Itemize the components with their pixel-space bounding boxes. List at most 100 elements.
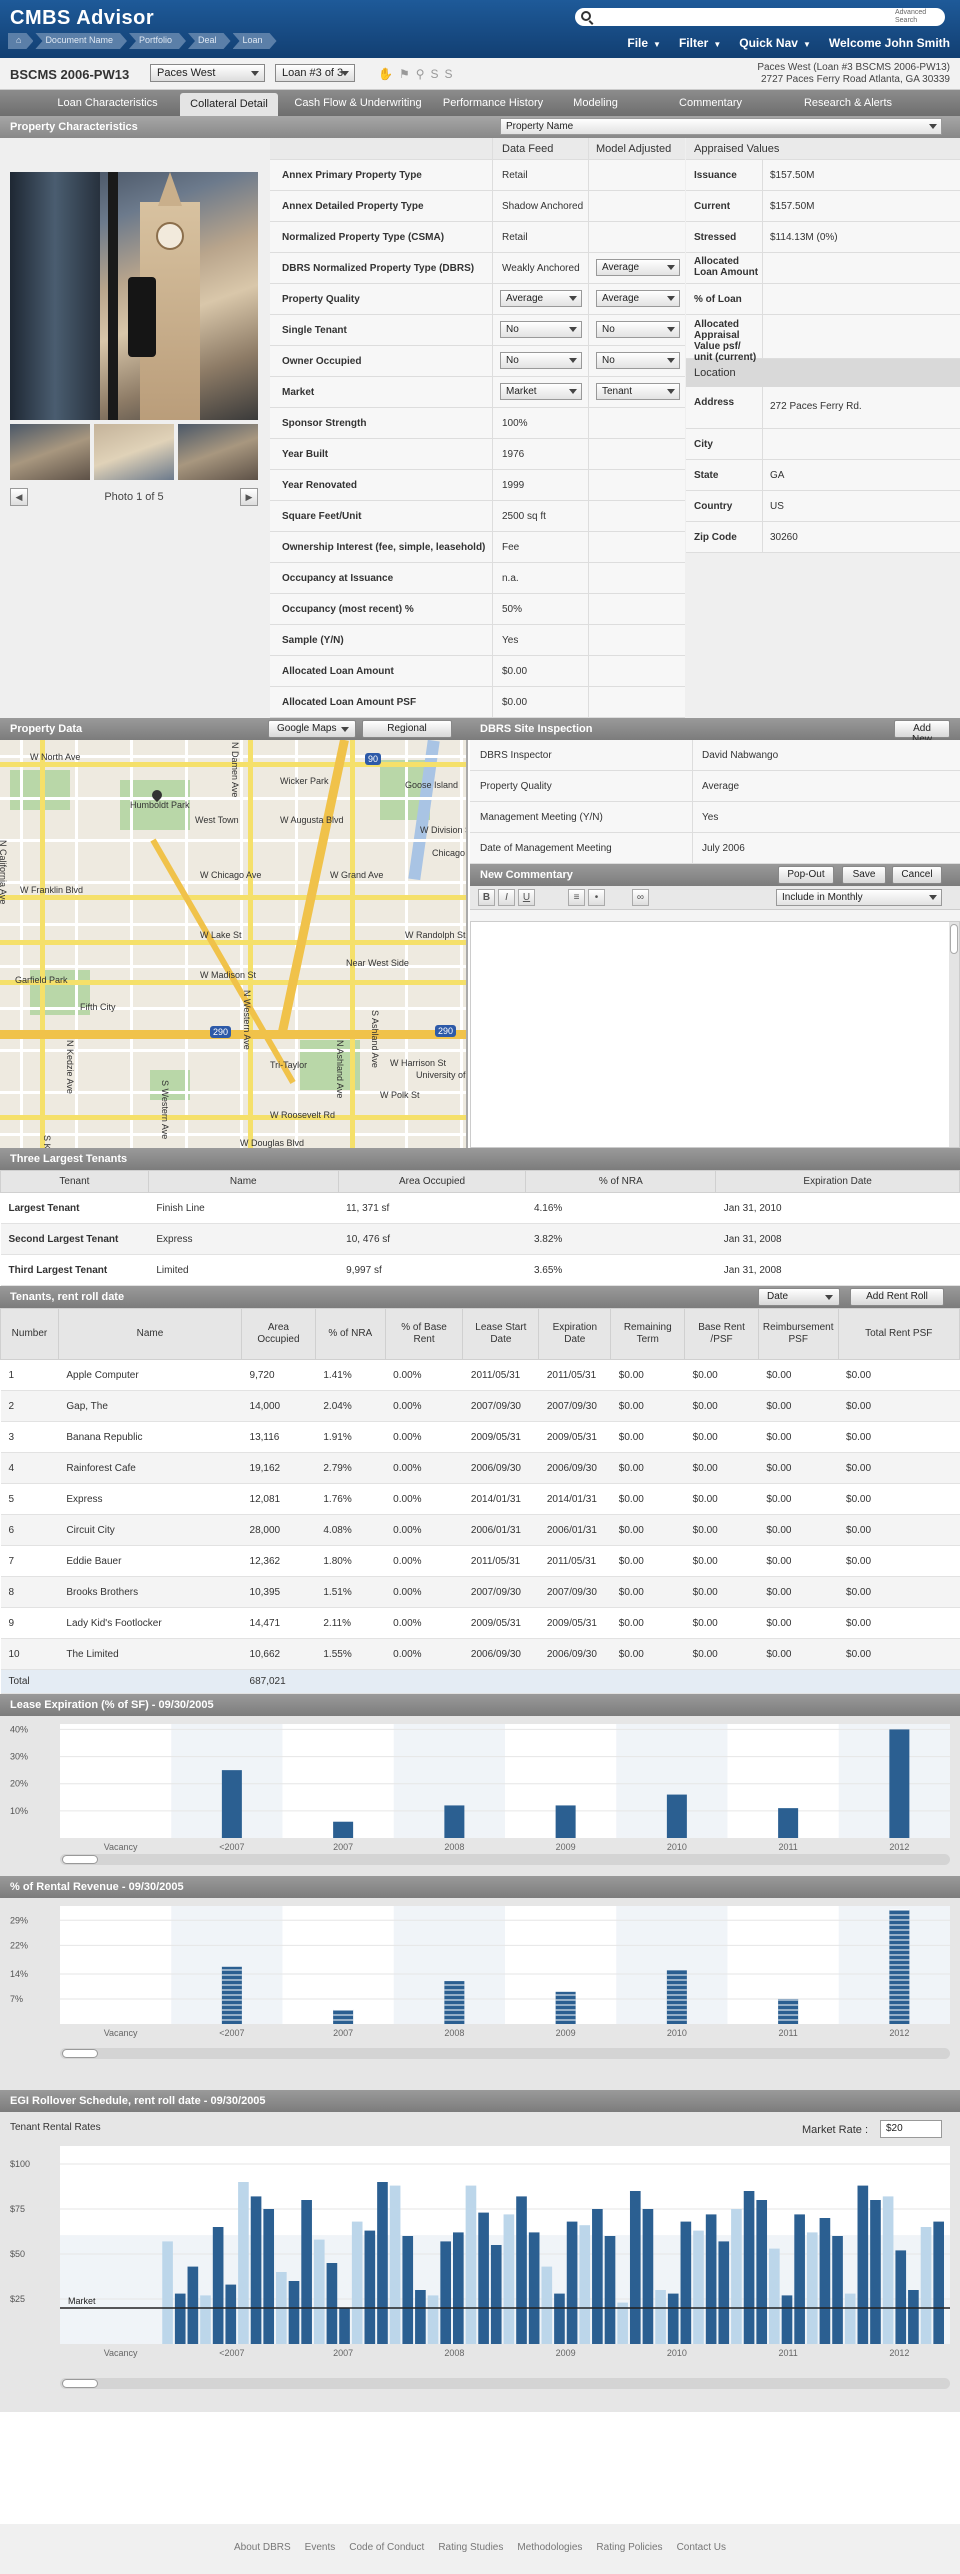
table-cell: 0.00% xyxy=(385,1545,463,1577)
include-monthly-select[interactable]: Include in Monthly xyxy=(776,889,942,906)
table-cell: 2006/01/31 xyxy=(462,1514,539,1546)
underline-icon[interactable]: U xyxy=(518,889,535,906)
file-menu[interactable]: File ▼ xyxy=(627,36,661,50)
map-label: N Western Ave xyxy=(242,990,252,1050)
property-attribute-row: Allocated Loan Amount PSF $0.00 xyxy=(270,687,685,718)
flag-icon[interactable]: ⚑ xyxy=(398,67,416,81)
property-attribute-row: Market Market Tenant xyxy=(270,377,685,408)
popout-button[interactable]: Pop-Out xyxy=(778,866,834,884)
chart-scrollbar[interactable] xyxy=(60,2378,950,2389)
table-row[interactable]: 7 Eddie Bauer 12,362 1.80% 0.00% 2011/05/31 20… xyxy=(0,1545,960,1577)
search-input[interactable] xyxy=(597,10,897,24)
model-adjusted-select[interactable]: Average xyxy=(596,290,680,307)
chart-bar xyxy=(806,2232,818,2344)
property-photo[interactable] xyxy=(10,172,258,420)
table-row[interactable]: 3 Banana Republic 13,116 1.91% 0.00% 2009/05/… xyxy=(0,1421,960,1453)
column-header: Expiration Date xyxy=(715,1170,960,1193)
chevron-down-icon xyxy=(929,895,937,900)
table-row[interactable]: 5 Express 12,081 1.76% 0.00% 2014/01/31 2014/0… xyxy=(0,1483,960,1515)
footer-link[interactable]: Events xyxy=(304,2542,336,2553)
breadcrumb-document[interactable]: Document Name xyxy=(35,33,127,49)
table-row[interactable]: 9 Lady Kid's Footlocker 14,471 2.11% 0.00% 20… xyxy=(0,1607,960,1639)
photo-thumbnail[interactable] xyxy=(178,424,258,480)
tab-collateral-detail[interactable]: Collateral Detail xyxy=(180,93,278,116)
prev-photo-button[interactable]: ◀ xyxy=(10,488,28,506)
link-icon[interactable]: ∞ xyxy=(632,889,649,906)
quick-nav-menu[interactable]: Quick Nav ▼ xyxy=(739,36,811,50)
tab-research-alerts[interactable]: Research & Alerts xyxy=(803,97,893,109)
italic-icon[interactable]: I xyxy=(498,889,515,906)
data-feed-select[interactable]: No xyxy=(500,321,582,338)
chevron-down-icon xyxy=(667,296,675,301)
tab-commentary[interactable]: Commentary xyxy=(679,97,742,109)
table-row[interactable]: 1 Apple Computer 9,720 1.41% 0.00% 2011/05/31… xyxy=(0,1359,960,1391)
chart-scrollbar[interactable] xyxy=(60,1854,950,1865)
save-button[interactable]: Save xyxy=(842,866,886,884)
search-icon[interactable] xyxy=(581,11,591,21)
table-cell: $0.00 xyxy=(838,1421,960,1453)
table-row[interactable]: 8 Brooks Brothers 10,395 1.51% 0.00% 2007/09/… xyxy=(0,1576,960,1608)
model-adjusted-select[interactable]: No xyxy=(596,352,680,369)
map-label: S Western Ave xyxy=(160,1080,170,1140)
breadcrumb-loan[interactable]: Loan xyxy=(233,33,277,49)
table-row[interactable]: 2 Gap, The 14,000 2.04% 0.00% 2007/09/30 2007/… xyxy=(0,1390,960,1422)
tab-loan-characteristics[interactable]: Loan Characteristics xyxy=(57,97,158,109)
add-new-button[interactable]: Add New xyxy=(894,720,950,745)
table-row[interactable]: 10 The Limited 10,662 1.55% 0.00% 2006/09/30 2… xyxy=(0,1638,960,1670)
market-rate-input[interactable]: $20 xyxy=(880,2120,942,2138)
hand-icon[interactable]: ✋ xyxy=(378,67,399,81)
cancel-button[interactable]: Cancel xyxy=(892,866,942,884)
table-cell: $0.00 xyxy=(758,1607,839,1639)
footer-link[interactable]: Code of Conduct xyxy=(349,2542,425,2553)
filter-menu[interactable]: Filter ▼ xyxy=(678,36,722,50)
home-icon[interactable]: ⌂ xyxy=(8,33,33,49)
photo-thumbnail[interactable] xyxy=(94,424,174,480)
model-adjusted-select[interactable]: Average xyxy=(596,259,680,276)
x-tick-label: 2011 xyxy=(778,2028,797,2038)
pin-icon[interactable]: ⚲ xyxy=(415,67,431,81)
model-adjusted-select[interactable]: No xyxy=(596,321,680,338)
property-select[interactable]: Paces West xyxy=(150,64,265,82)
map-label: Tri-Taylor xyxy=(270,1060,308,1070)
advanced-search-link[interactable]: Advanced Search xyxy=(895,9,927,24)
footer-link[interactable]: Rating Policies xyxy=(596,2542,663,2553)
next-photo-button[interactable]: ▶ xyxy=(240,488,258,506)
commentary-editor[interactable] xyxy=(470,921,960,1148)
footer-link[interactable]: Contact Us xyxy=(676,2542,727,2553)
regional-button[interactable]: Regional xyxy=(362,720,452,738)
footer-link[interactable]: About DBRS xyxy=(233,2542,291,2553)
property-map[interactable]: W North Ave Wicker Park Humboldt Park West … xyxy=(0,740,468,1148)
tab-modeling[interactable]: Modeling xyxy=(573,97,618,109)
data-feed-select[interactable]: Market xyxy=(500,383,582,400)
chart-scrollbar[interactable] xyxy=(60,2048,950,2059)
data-feed-select[interactable]: Average xyxy=(500,290,582,307)
table-row[interactable]: 4 Rainforest Cafe 19,162 2.79% 0.00% 2006/09/… xyxy=(0,1452,960,1484)
column-header: Base Rent /PSF xyxy=(684,1308,759,1360)
rental-revenue-svg: 7% 14% 22% 29% Vacancy <2007 2007 2008 2009 2010 2… xyxy=(10,1906,950,2038)
ss-icon[interactable]: SS xyxy=(430,67,459,81)
tab-cash-flow[interactable]: Cash Flow & Underwriting xyxy=(294,97,422,109)
loan-select[interactable]: Loan #3 of 3 xyxy=(275,64,355,82)
map-type-select[interactable]: Google Maps xyxy=(268,720,356,738)
ordered-list-icon[interactable]: ≡ xyxy=(568,889,585,906)
table-cell: Third Largest Tenant xyxy=(0,1254,149,1286)
footer-link[interactable]: Rating Studies xyxy=(438,2542,504,2553)
breadcrumb-portfolio[interactable]: Portfolio xyxy=(129,33,186,49)
bold-icon[interactable]: B xyxy=(478,889,495,906)
table-row: Second Largest Tenant Express 10, 476 sf 3.… xyxy=(0,1223,960,1255)
chart-bar xyxy=(705,2214,717,2344)
editor-scrollbar[interactable] xyxy=(949,922,959,1147)
table-cell: 14,471 xyxy=(241,1607,316,1639)
tab-performance-history[interactable]: Performance History xyxy=(442,97,544,109)
user-menu[interactable]: Welcome John Smith xyxy=(828,36,950,50)
breadcrumb-deal[interactable]: Deal xyxy=(188,33,231,49)
property-name-select[interactable]: Property Name xyxy=(500,118,942,135)
data-feed-select[interactable]: No xyxy=(500,352,582,369)
add-rent-roll-button[interactable]: Add Rent Roll xyxy=(850,1288,944,1306)
photo-thumbnail[interactable] xyxy=(10,424,90,480)
model-adjusted-select[interactable]: Tenant xyxy=(596,383,680,400)
rent-roll-date-select[interactable]: Date xyxy=(758,1288,840,1306)
footer-link[interactable]: Methodologies xyxy=(517,2542,583,2553)
table-row[interactable]: 6 Circuit City 28,000 4.08% 0.00% 2006/01/31 2… xyxy=(0,1514,960,1546)
bullet-list-icon[interactable]: • xyxy=(588,889,605,906)
